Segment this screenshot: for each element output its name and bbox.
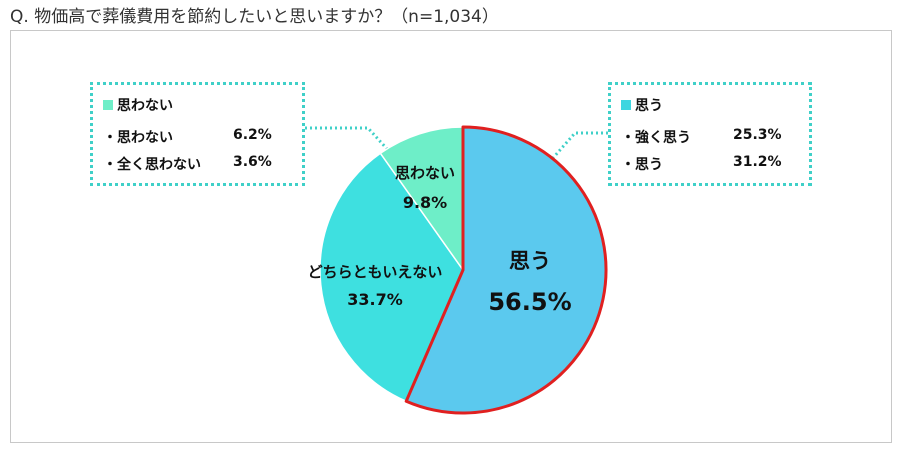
connector-line-agree: [551, 131, 608, 159]
slice-category-label: 思う: [509, 249, 551, 273]
breakdown-title-text: 思う: [635, 98, 663, 114]
breakdown-row-label: ・思う: [621, 157, 663, 173]
breakdown-row-label: ・思わない: [103, 130, 173, 146]
pie-slice-highlight-outline: [404, 125, 608, 415]
breakdown-row-value: 25.3%: [733, 127, 782, 143]
slice-category-label: どちらともいえない: [308, 263, 443, 281]
breakdown-row-value: 6.2%: [233, 127, 272, 143]
pie-slice-neutral: [319, 152, 464, 403]
legend-swatch-agree: [621, 100, 631, 110]
breakdown-title-text: 思わない: [117, 98, 173, 114]
breakdown-row-label: ・強く思う: [621, 130, 691, 146]
pie-slice-disagree: [379, 126, 464, 273]
chart-frame: [10, 30, 892, 443]
breakdown-row-label: ・全く思わない: [103, 157, 201, 173]
slice-value-label: 33.7%: [347, 290, 403, 309]
breakdown-row-value: 3.6%: [233, 154, 272, 170]
breakdown-box-disagree: 思わない ・思わない 6.2% ・全く思わない 3.6%: [90, 82, 305, 186]
question-title: Q. 物価高で葬儀費用を節約したいと思いますか？（n=1,034）: [10, 7, 499, 27]
breakdown-title-disagree: 思わない: [103, 95, 173, 115]
slice-value-label: 9.8%: [403, 193, 447, 212]
breakdown-row-value: 31.2%: [733, 154, 782, 170]
breakdown-box-agree: 思う ・強く思う 25.3% ・思う 31.2%: [608, 82, 812, 186]
slice-value-label: 56.5%: [488, 288, 571, 316]
connector-line-disagree: [305, 126, 390, 152]
breakdown-title-agree: 思う: [621, 95, 663, 115]
legend-swatch-disagree: [103, 100, 113, 110]
slice-category-label: 思わない: [395, 164, 455, 182]
